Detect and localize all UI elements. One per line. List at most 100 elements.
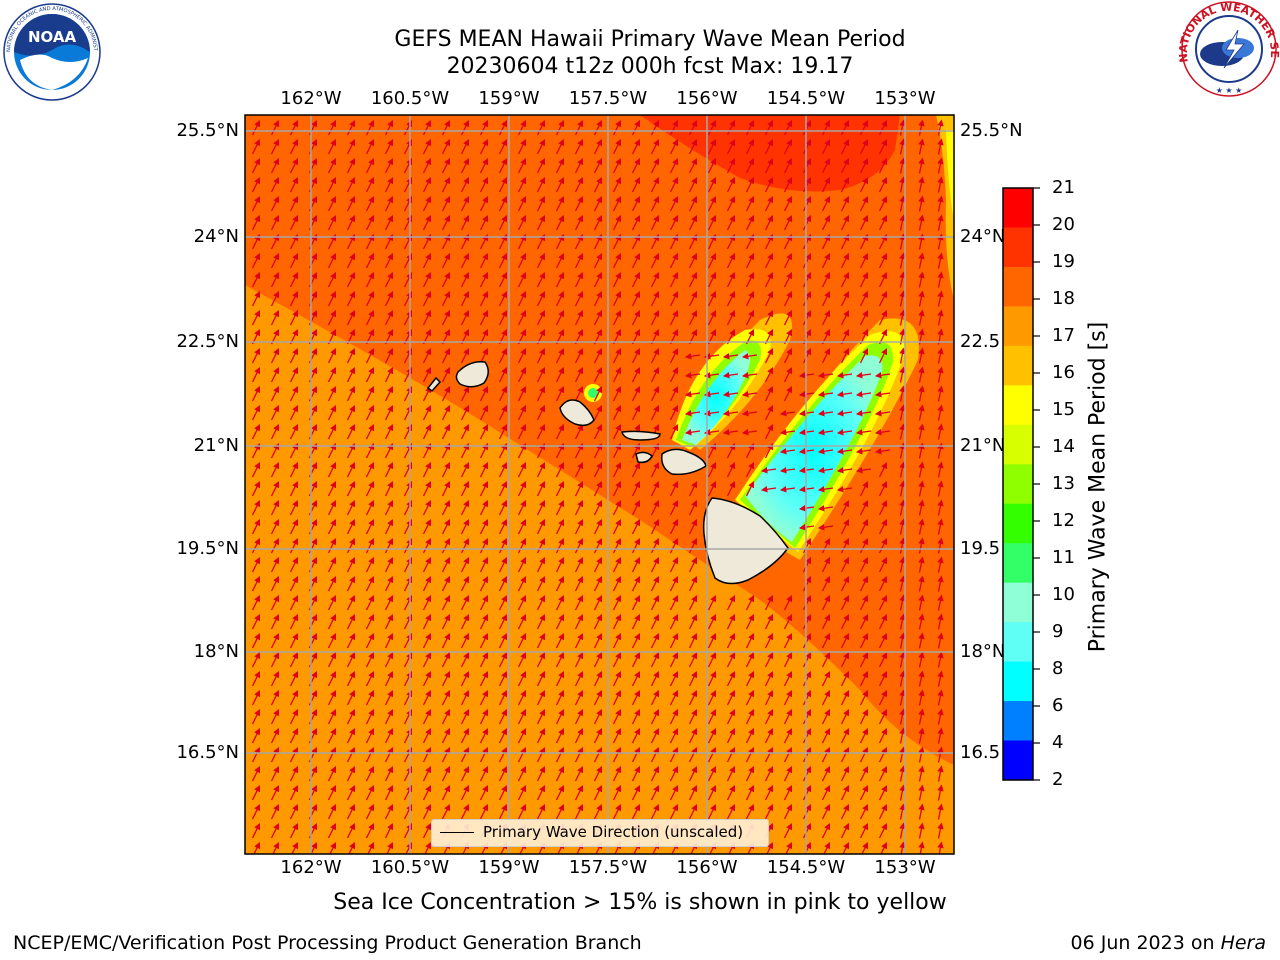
wave-direction-arrow xyxy=(441,367,451,383)
wave-direction-arrow xyxy=(688,519,698,535)
wave-direction-arrow xyxy=(460,747,470,763)
wave-direction-arrow xyxy=(498,196,508,212)
wave-direction-arrow xyxy=(612,139,622,155)
wave-direction-arrow xyxy=(593,557,603,573)
wave-direction-arrow xyxy=(329,842,337,854)
wave-direction-arrow xyxy=(365,538,375,554)
wave-direction-arrow xyxy=(688,120,698,136)
wave-direction-arrow xyxy=(327,557,337,573)
wave-direction-arrow xyxy=(460,253,470,269)
wave-direction-arrow xyxy=(479,120,489,136)
wave-direction-arrow xyxy=(555,120,565,136)
wave-direction-arrow xyxy=(422,538,432,554)
wave-direction-arrow xyxy=(365,595,375,611)
wave-direction-arrow xyxy=(270,671,280,687)
wave-direction-arrow xyxy=(346,595,356,611)
wave-direction-arrow xyxy=(650,367,660,383)
wave-direction-arrow xyxy=(460,177,470,193)
wave-direction-arrow xyxy=(460,595,470,611)
wave-direction-arrow xyxy=(517,652,527,668)
wave-direction-arrow xyxy=(631,709,641,725)
wave-direction-arrow xyxy=(289,519,299,535)
wave-direction-arrow xyxy=(726,177,736,193)
wave-direction-arrow xyxy=(422,139,432,155)
wave-direction-arrow xyxy=(289,481,299,497)
wave-direction-arrow xyxy=(612,367,622,383)
wave-direction-arrow xyxy=(593,481,603,497)
wave-direction-arrow xyxy=(365,576,375,592)
wave-direction-arrow xyxy=(498,557,508,573)
wave-direction-arrow xyxy=(612,310,622,326)
right-lat-tick-label: 25.5°N xyxy=(960,120,1023,141)
wave-direction-arrow xyxy=(631,804,641,820)
wave-direction-arrow xyxy=(441,291,451,307)
wave-direction-arrow xyxy=(722,391,739,398)
wave-direction-arrow xyxy=(270,196,280,212)
right-lat-tick-label: 22.5 xyxy=(960,331,1001,352)
wave-direction-arrow xyxy=(688,633,698,649)
wave-direction-arrow xyxy=(631,557,641,573)
wave-direction-arrow xyxy=(498,633,508,649)
legend-label: Primary Wave Direction (unscaled) xyxy=(483,823,744,841)
wave-direction-arrow xyxy=(574,481,584,497)
wave-direction-arrow xyxy=(536,690,546,706)
wave-direction-arrow xyxy=(517,310,527,326)
wave-direction-arrow xyxy=(593,709,603,725)
wave-direction-arrow xyxy=(422,367,432,383)
wave-direction-arrow xyxy=(517,253,527,269)
wave-direction-arrow xyxy=(251,652,261,668)
wave-direction-arrow xyxy=(631,747,641,763)
wave-direction-arrow xyxy=(650,709,660,725)
wave-direction-arrow xyxy=(327,804,337,820)
wave-direction-arrow xyxy=(327,709,337,725)
wave-direction-arrow xyxy=(460,614,470,630)
wave-direction-arrow xyxy=(536,538,546,554)
wave-direction-arrow xyxy=(669,291,679,307)
wave-direction-arrow xyxy=(745,139,755,155)
wave-direction-arrows xyxy=(251,119,944,854)
wave-direction-arrow xyxy=(517,272,527,288)
wave-direction-arrow xyxy=(346,557,356,573)
period-band-6-9 xyxy=(682,350,750,445)
wave-direction-arrow xyxy=(365,310,375,326)
wave-direction-arrow xyxy=(384,519,394,535)
wave-direction-arrow xyxy=(365,215,375,231)
wave-direction-arrow xyxy=(555,614,565,630)
right-lat-tick-label: 21°N xyxy=(960,435,1006,456)
wave-direction-arrow xyxy=(688,785,698,801)
wave-direction-arrow xyxy=(593,785,603,801)
wave-direction-arrow xyxy=(346,405,356,421)
wave-direction-arrow xyxy=(517,633,527,649)
wave-direction-arrow xyxy=(365,367,375,383)
colorbar-tick-label: 18 xyxy=(1052,288,1075,309)
wave-direction-arrow xyxy=(365,500,375,516)
wave-direction-arrow xyxy=(251,481,261,497)
wave-direction-arrow xyxy=(612,291,622,307)
wave-direction-arrow xyxy=(612,652,622,668)
wave-direction-arrow xyxy=(574,177,584,193)
wave-direction-arrow xyxy=(669,614,679,630)
wave-direction-arrow xyxy=(365,747,375,763)
wave-direction-arrow xyxy=(384,538,394,554)
wave-direction-arrow xyxy=(270,557,280,573)
wave-direction-arrow xyxy=(384,158,394,174)
wave-direction-arrow xyxy=(479,633,489,649)
wave-direction-arrow xyxy=(631,538,641,554)
wave-direction-arrow xyxy=(707,747,717,763)
wave-direction-arrow xyxy=(460,291,470,307)
wave-direction-arrow xyxy=(612,158,622,174)
wave-direction-arrow xyxy=(365,652,375,668)
wave-direction-arrow xyxy=(669,177,679,193)
wave-direction-arrow xyxy=(365,557,375,573)
wave-direction-arrow xyxy=(479,709,489,725)
wave-direction-arrow xyxy=(631,386,641,402)
wave-direction-arrow xyxy=(536,804,546,820)
wave-direction-arrow xyxy=(460,671,470,687)
wave-direction-arrow xyxy=(460,481,470,497)
wave-direction-arrow xyxy=(555,310,565,326)
wave-direction-arrow xyxy=(707,614,717,630)
colorbar-tick-label: 2 xyxy=(1052,769,1064,790)
wave-direction-arrow xyxy=(251,405,261,421)
wave-direction-arrow xyxy=(555,367,565,383)
footer-date: 06 Jun 2023 on Hera xyxy=(1070,932,1266,954)
